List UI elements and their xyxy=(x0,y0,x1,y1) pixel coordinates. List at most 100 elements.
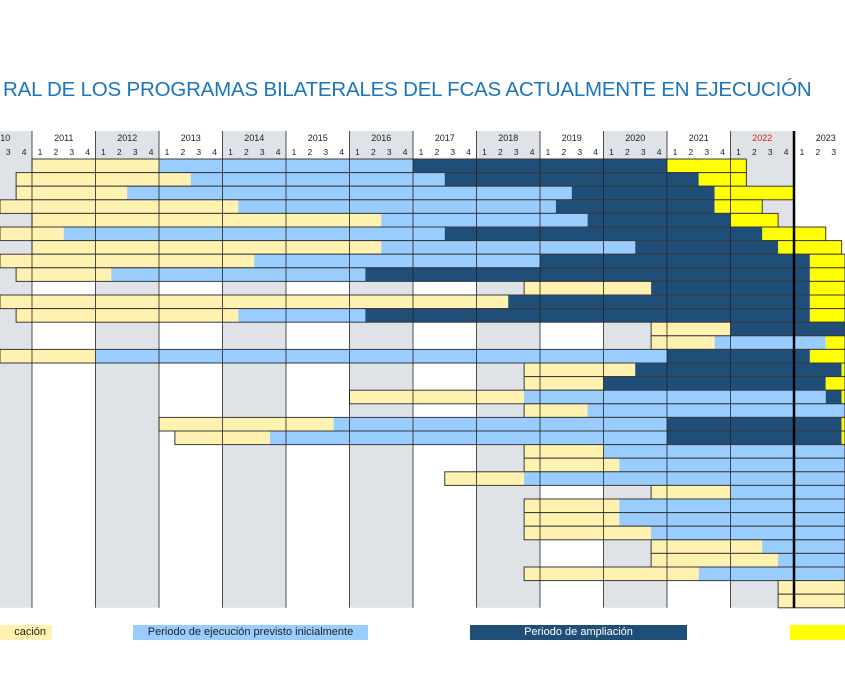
bar-segment-I xyxy=(238,308,366,323)
quarter-label: 3 xyxy=(577,147,582,157)
bar-segment-P xyxy=(524,403,588,418)
bar-segment-E xyxy=(667,417,842,431)
legend-extension: Periodo de ampliación xyxy=(470,625,687,640)
bar-segment-P xyxy=(32,213,382,227)
bar-segment-D xyxy=(667,159,747,173)
legend-extension-label: Periodo de ampliación xyxy=(524,626,633,638)
legend-initial: Periodo de ejecución previsto inicialmen… xyxy=(133,625,368,640)
bar-segment-P xyxy=(159,417,334,431)
bar-segment-I xyxy=(603,444,845,459)
quarter-label: 3 xyxy=(514,147,519,157)
bar-segment-D xyxy=(809,349,845,363)
bar-segment-P xyxy=(16,186,128,200)
bar-segment-P xyxy=(524,512,620,527)
quarter-label: 2 xyxy=(371,147,376,157)
quarter-label: 1 xyxy=(609,147,614,157)
bar-segment-I xyxy=(587,403,845,418)
bar-outline xyxy=(15,308,845,323)
quarter-label: 4 xyxy=(276,147,281,157)
quarter-label: 2 xyxy=(307,147,312,157)
bar-segment-P xyxy=(0,349,96,363)
year-label-2021: 2021 xyxy=(689,133,709,143)
bar-outline xyxy=(523,566,845,582)
quarter-label: 2 xyxy=(561,147,566,157)
quarter-label: 4 xyxy=(784,147,789,157)
bar-outline xyxy=(777,593,845,609)
bar-segment-P xyxy=(0,295,509,309)
bar-segment-D xyxy=(809,254,845,268)
bar-segment-P xyxy=(651,553,779,567)
year-label-2017: 2017 xyxy=(435,133,455,143)
quarter-label: 2 xyxy=(752,147,757,157)
quarter-label: 3 xyxy=(641,147,646,157)
bar-segment-I xyxy=(254,254,540,268)
bar-segment-I xyxy=(95,349,667,363)
bar-segment-P xyxy=(524,444,604,459)
bar-segment-E xyxy=(540,254,810,268)
year-label-2022: 2022 xyxy=(752,133,772,143)
year-label-2010: 2010 xyxy=(0,133,10,143)
bar-segment-I xyxy=(778,553,845,567)
bar-segment-D xyxy=(809,295,845,309)
quarter-label: 2 xyxy=(688,147,693,157)
bar-segment-I xyxy=(381,240,636,255)
bar-segment-P xyxy=(16,308,239,323)
bar-segment-E xyxy=(667,431,842,445)
quarter-label: 3 xyxy=(768,147,773,157)
bar-outline xyxy=(444,471,845,486)
year-label-2011: 2011 xyxy=(54,133,73,143)
quarter-label: 3 xyxy=(6,147,11,157)
year-label-2013: 2013 xyxy=(181,133,201,143)
quarter-label: 1 xyxy=(101,147,106,157)
bar-segment-P xyxy=(524,363,636,377)
bar-segment-D xyxy=(809,267,845,282)
quarter-label: 4 xyxy=(339,147,344,157)
quarter-label: 3 xyxy=(69,147,74,157)
quarter-label: 4 xyxy=(403,147,408,157)
quarter-label: 4 xyxy=(22,147,27,157)
quarter-label: 4 xyxy=(593,147,598,157)
bar-segment-P xyxy=(349,390,525,404)
bar-segment-P xyxy=(444,471,525,486)
bar-segment-I xyxy=(619,512,845,527)
quarter-label: 1 xyxy=(800,147,805,157)
quarter-label: 3 xyxy=(704,147,709,157)
bar-segment-I xyxy=(698,567,845,581)
bar-segment-I xyxy=(63,227,445,241)
year-label-2016: 2016 xyxy=(371,133,391,143)
bar-segment-P xyxy=(778,594,845,608)
year-label-2012: 2012 xyxy=(117,133,137,143)
quarter-label: 3 xyxy=(196,147,201,157)
bar-segment-I xyxy=(651,526,845,540)
bar-segment-I xyxy=(714,335,826,350)
quarter-label: 1 xyxy=(38,147,43,157)
quarter-label: 1 xyxy=(292,147,297,157)
quarter-label: 4 xyxy=(85,147,90,157)
quarter-label: 2 xyxy=(625,147,630,157)
quarter-label: 3 xyxy=(260,147,265,157)
bar-segment-P xyxy=(32,240,382,255)
bar-segment-E xyxy=(508,295,810,309)
legend-initial-label: Periodo de ejecución previsto inicialmen… xyxy=(147,626,354,638)
chart-title: RAL DE LOS PROGRAMAS BILATERALES DEL FCA… xyxy=(3,78,812,101)
year-label-2015: 2015 xyxy=(308,133,328,143)
bar-segment-P xyxy=(778,580,845,595)
quarter-label: 1 xyxy=(482,147,487,157)
bar-segment-P xyxy=(651,485,731,499)
bar-segment-I xyxy=(270,431,667,445)
quarter-label: 3 xyxy=(323,147,328,157)
quarter-label: 4 xyxy=(466,147,471,157)
bar-segment-P xyxy=(524,376,604,391)
bar-segment-D xyxy=(778,240,842,255)
bar-segment-I xyxy=(524,390,826,404)
bar-segment-E xyxy=(635,240,779,255)
bar-segment-P xyxy=(524,458,620,472)
bar-segment-E xyxy=(444,172,699,187)
bar-segment-I xyxy=(730,485,845,499)
quarter-label: 2 xyxy=(53,147,58,157)
year-label-2023: 2023 xyxy=(816,133,836,143)
bar-segment-D xyxy=(841,390,845,404)
bar-segment-D xyxy=(730,213,779,227)
quarter-label: 2 xyxy=(244,147,249,157)
